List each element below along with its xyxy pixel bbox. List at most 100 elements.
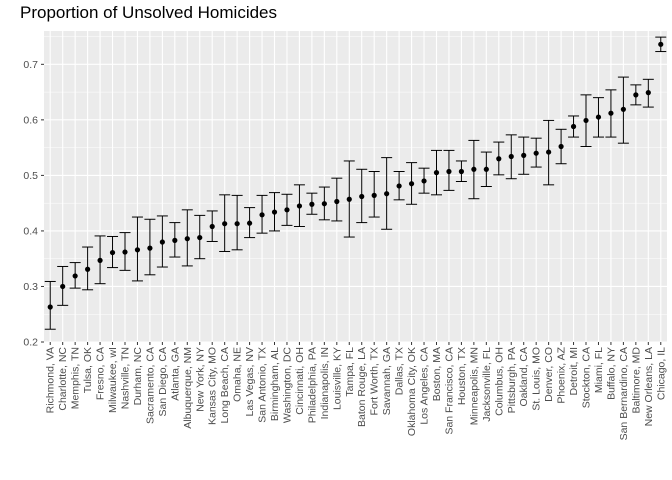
data-point xyxy=(458,168,465,175)
x-tick-label: Tulsa, OK xyxy=(82,347,94,393)
x-tick-label: San Bernardino, CA xyxy=(618,347,630,440)
data-point xyxy=(633,92,639,98)
data-point xyxy=(159,239,165,245)
y-tick-label: 0.4 xyxy=(23,226,38,238)
plot-panel xyxy=(44,31,667,342)
x-axis: Richmond, VA Charlotte, NC Memphis, TN Tuls… xyxy=(45,342,667,440)
x-tick-label: Fresno, CA xyxy=(95,347,107,400)
x-tick-label: San Diego, CA xyxy=(157,347,169,416)
data-point xyxy=(246,220,253,226)
data-point xyxy=(446,168,452,175)
data-point xyxy=(496,156,502,162)
data-point xyxy=(546,149,552,155)
data-point xyxy=(72,273,78,279)
x-tick-label: Atlanta, GA xyxy=(169,347,181,401)
data-point xyxy=(321,201,327,207)
data-point xyxy=(359,193,365,200)
x-tick-label: St. Louis, MO xyxy=(531,347,543,411)
data-point xyxy=(122,249,128,255)
x-tick-label: Columbus, OH xyxy=(493,347,505,416)
x-tick-label: Charlotte, NC xyxy=(57,347,69,411)
x-tick-label: Las Vegas, NV xyxy=(244,347,256,416)
x-tick-label: New Orleans, LA xyxy=(643,347,655,426)
x-tick-label: Chicago, IL xyxy=(655,347,667,400)
x-tick-label: Minneapolis, MN xyxy=(468,347,480,425)
x-tick-label: Indianapolis, IN xyxy=(319,347,331,419)
y-tick-label: 0.3 xyxy=(23,281,38,293)
x-tick-label: Pittsburgh, PA xyxy=(506,347,518,413)
data-point xyxy=(533,150,539,156)
data-point xyxy=(620,106,626,112)
x-tick-label: Tampa, FL xyxy=(344,347,356,397)
x-tick-label: Long Beach, CA xyxy=(219,347,231,423)
x-tick-label: Philadelphia, PA xyxy=(306,347,318,423)
x-tick-label: San Antonio, TX xyxy=(257,347,269,423)
x-tick-label: Washington, DC xyxy=(281,347,293,423)
x-tick-label: Sacramento, CA xyxy=(144,347,156,424)
x-tick-label: Louisville, KY xyxy=(331,347,343,410)
data-point xyxy=(371,192,377,198)
x-tick-label: New York, NY xyxy=(194,347,206,412)
x-tick-label: Baltimore, MD xyxy=(630,347,642,414)
x-tick-label: Oklahoma City, OK xyxy=(406,347,418,436)
data-point xyxy=(147,245,153,251)
x-tick-label: Jacksonville, FL xyxy=(481,347,493,422)
grid-major xyxy=(44,31,667,343)
x-tick-label: Milwaukee, wI xyxy=(107,347,119,413)
data-point xyxy=(570,123,577,130)
x-tick-label: Baton Rouge, LA xyxy=(356,347,368,427)
x-tick-label: Stockton, CA xyxy=(581,347,593,408)
data-point xyxy=(471,166,477,172)
y-axis: 0.2 0.3 0.4 0.5 0.6 0.7 xyxy=(23,59,44,349)
x-tick-label: Fort Worth, TX xyxy=(369,347,381,415)
data-point xyxy=(433,170,440,176)
data-point xyxy=(234,221,240,227)
data-point xyxy=(222,221,228,227)
data-point xyxy=(334,198,340,205)
x-tick-label: Phoenix, AZ xyxy=(556,346,568,403)
data-point xyxy=(396,183,402,189)
x-tick-label: Miami, FL xyxy=(593,347,605,393)
data-point xyxy=(109,249,116,256)
x-tick-label: Omaha, NE xyxy=(232,347,244,402)
data-point xyxy=(271,209,278,215)
x-tick-label: Oakland, CA xyxy=(518,347,530,407)
x-tick-label: Cincinnati, OH xyxy=(294,347,306,415)
x-tick-label: Boston, MA xyxy=(431,347,443,401)
x-tick-label: Dallas, TX xyxy=(394,347,406,395)
y-tick-label: 0.7 xyxy=(23,59,38,71)
data-point xyxy=(47,304,53,310)
chart-title: Proportion of Unsolved Homicides xyxy=(20,3,278,22)
data-point xyxy=(408,181,415,187)
data-point xyxy=(483,166,489,172)
data-point xyxy=(384,191,390,197)
data-point xyxy=(658,41,664,47)
x-tick-label: Los Angeles, CA xyxy=(419,347,431,425)
y-tick-label: 0.5 xyxy=(23,170,38,182)
data-point xyxy=(645,90,651,96)
data-point xyxy=(558,143,564,150)
y-tick-label: 0.2 xyxy=(23,337,38,349)
data-point xyxy=(85,266,91,272)
data-point xyxy=(421,178,427,184)
x-tick-label: Albuquerque, NM xyxy=(182,347,194,429)
x-tick-label: Richmond, VA xyxy=(45,347,57,413)
data-point xyxy=(172,237,178,243)
data-point xyxy=(184,236,190,242)
data-point xyxy=(521,152,527,158)
x-tick-label: Memphis, TN xyxy=(70,347,82,409)
data-point xyxy=(595,114,602,120)
x-tick-label: Birmingham, AL xyxy=(269,347,281,421)
data-point xyxy=(209,223,215,230)
x-tick-label: Nashville, TN xyxy=(119,347,131,409)
data-points xyxy=(47,41,664,310)
data-point xyxy=(583,117,589,124)
x-tick-label: Houston, TX xyxy=(456,347,468,405)
x-tick-label: Durham, NC xyxy=(132,347,144,406)
data-point xyxy=(508,153,514,160)
data-point xyxy=(259,212,265,218)
y-tick-label: 0.6 xyxy=(23,114,38,126)
data-point xyxy=(60,283,66,290)
x-tick-label: Savannah, GA xyxy=(381,347,393,415)
